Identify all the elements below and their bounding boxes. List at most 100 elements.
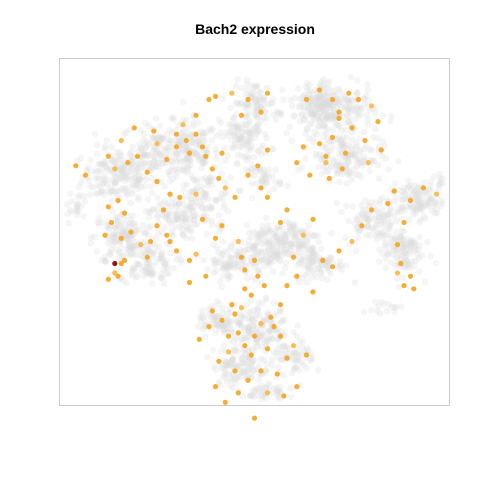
background-cell xyxy=(137,252,144,259)
background-cell xyxy=(142,176,150,183)
background-cell xyxy=(317,245,325,252)
background-cell xyxy=(387,117,395,125)
background-cell xyxy=(255,128,263,135)
background-cell xyxy=(119,172,127,180)
background-cell xyxy=(215,325,223,333)
background-cell xyxy=(391,180,399,187)
background-cell xyxy=(436,178,444,186)
background-cell xyxy=(86,182,94,190)
background-cell xyxy=(249,228,257,235)
background-cell xyxy=(281,343,288,350)
background-cell xyxy=(135,169,143,176)
background-cell xyxy=(126,126,133,133)
background-cell xyxy=(238,353,246,361)
background-cell xyxy=(187,204,194,212)
background-cell xyxy=(221,326,228,333)
background-cell xyxy=(388,303,396,311)
background-cell xyxy=(329,102,337,109)
background-cell xyxy=(344,95,351,102)
background-cell xyxy=(230,375,238,383)
background-cell xyxy=(75,192,83,199)
background-cell xyxy=(205,179,212,186)
background-cell xyxy=(239,393,247,400)
background-cell xyxy=(260,171,267,178)
background-cell xyxy=(302,271,309,279)
background-cell xyxy=(128,158,136,166)
background-cell xyxy=(253,82,261,90)
background-cell xyxy=(129,245,137,253)
expressing-cell xyxy=(368,207,375,213)
background-cell xyxy=(252,167,260,175)
background-cell xyxy=(247,146,255,153)
background-cell xyxy=(297,111,305,118)
background-cell xyxy=(248,234,255,241)
background-cell xyxy=(192,142,200,150)
background-cell xyxy=(344,106,351,114)
background-cell xyxy=(166,151,173,158)
background-cell xyxy=(299,241,306,249)
background-cell xyxy=(307,357,314,365)
background-cell xyxy=(231,247,239,255)
background-cell xyxy=(263,360,270,368)
background-cell xyxy=(297,256,305,264)
background-cell xyxy=(340,112,348,120)
background-cell xyxy=(386,240,394,247)
background-cell xyxy=(255,299,263,306)
background-cell xyxy=(246,144,254,151)
background-cell xyxy=(223,358,230,366)
background-cell xyxy=(321,91,329,99)
background-cell xyxy=(323,92,331,99)
background-cell xyxy=(245,237,252,244)
background-cell xyxy=(126,150,133,158)
expressing-cell xyxy=(284,283,290,289)
background-cell xyxy=(285,250,293,258)
background-cell xyxy=(218,249,226,257)
background-cell xyxy=(306,254,314,262)
background-cell xyxy=(102,258,109,265)
background-cell xyxy=(353,163,361,170)
background-cell xyxy=(227,127,235,134)
background-cell xyxy=(252,99,260,106)
background-cell xyxy=(253,95,261,103)
background-cell xyxy=(119,168,126,175)
background-cell xyxy=(132,230,139,237)
background-cell xyxy=(245,359,252,366)
background-cell xyxy=(123,279,130,287)
background-cell xyxy=(147,271,155,279)
background-cell xyxy=(263,84,271,92)
background-cell xyxy=(246,116,253,124)
background-cell xyxy=(358,159,366,166)
background-cell xyxy=(211,261,219,269)
expressing-cell xyxy=(121,210,128,216)
background-cell xyxy=(439,180,446,187)
background-cell xyxy=(270,268,277,275)
background-cell xyxy=(295,238,303,246)
background-cell xyxy=(182,142,190,149)
background-cell xyxy=(258,343,266,351)
background-cell xyxy=(353,110,361,117)
background-cell xyxy=(130,242,137,250)
background-cell xyxy=(125,168,132,176)
background-cell xyxy=(330,157,338,165)
background-cell xyxy=(103,163,110,171)
background-cell xyxy=(319,143,327,151)
background-cell xyxy=(93,167,101,175)
background-cell xyxy=(200,159,207,166)
background-cell xyxy=(310,138,318,146)
background-cell xyxy=(229,376,237,384)
background-cell xyxy=(354,104,361,112)
expressing-cell xyxy=(310,216,316,222)
background-cell xyxy=(145,259,152,267)
background-cell xyxy=(181,210,189,217)
background-cell xyxy=(242,121,250,129)
background-cell xyxy=(136,140,143,148)
background-cell xyxy=(135,176,142,183)
background-cell xyxy=(416,233,423,241)
background-cell xyxy=(114,222,121,229)
background-cell xyxy=(379,112,387,120)
background-cell xyxy=(236,135,243,143)
background-cell xyxy=(158,270,166,277)
background-cell xyxy=(183,155,191,162)
background-cell xyxy=(94,189,102,197)
background-cell xyxy=(330,106,338,113)
